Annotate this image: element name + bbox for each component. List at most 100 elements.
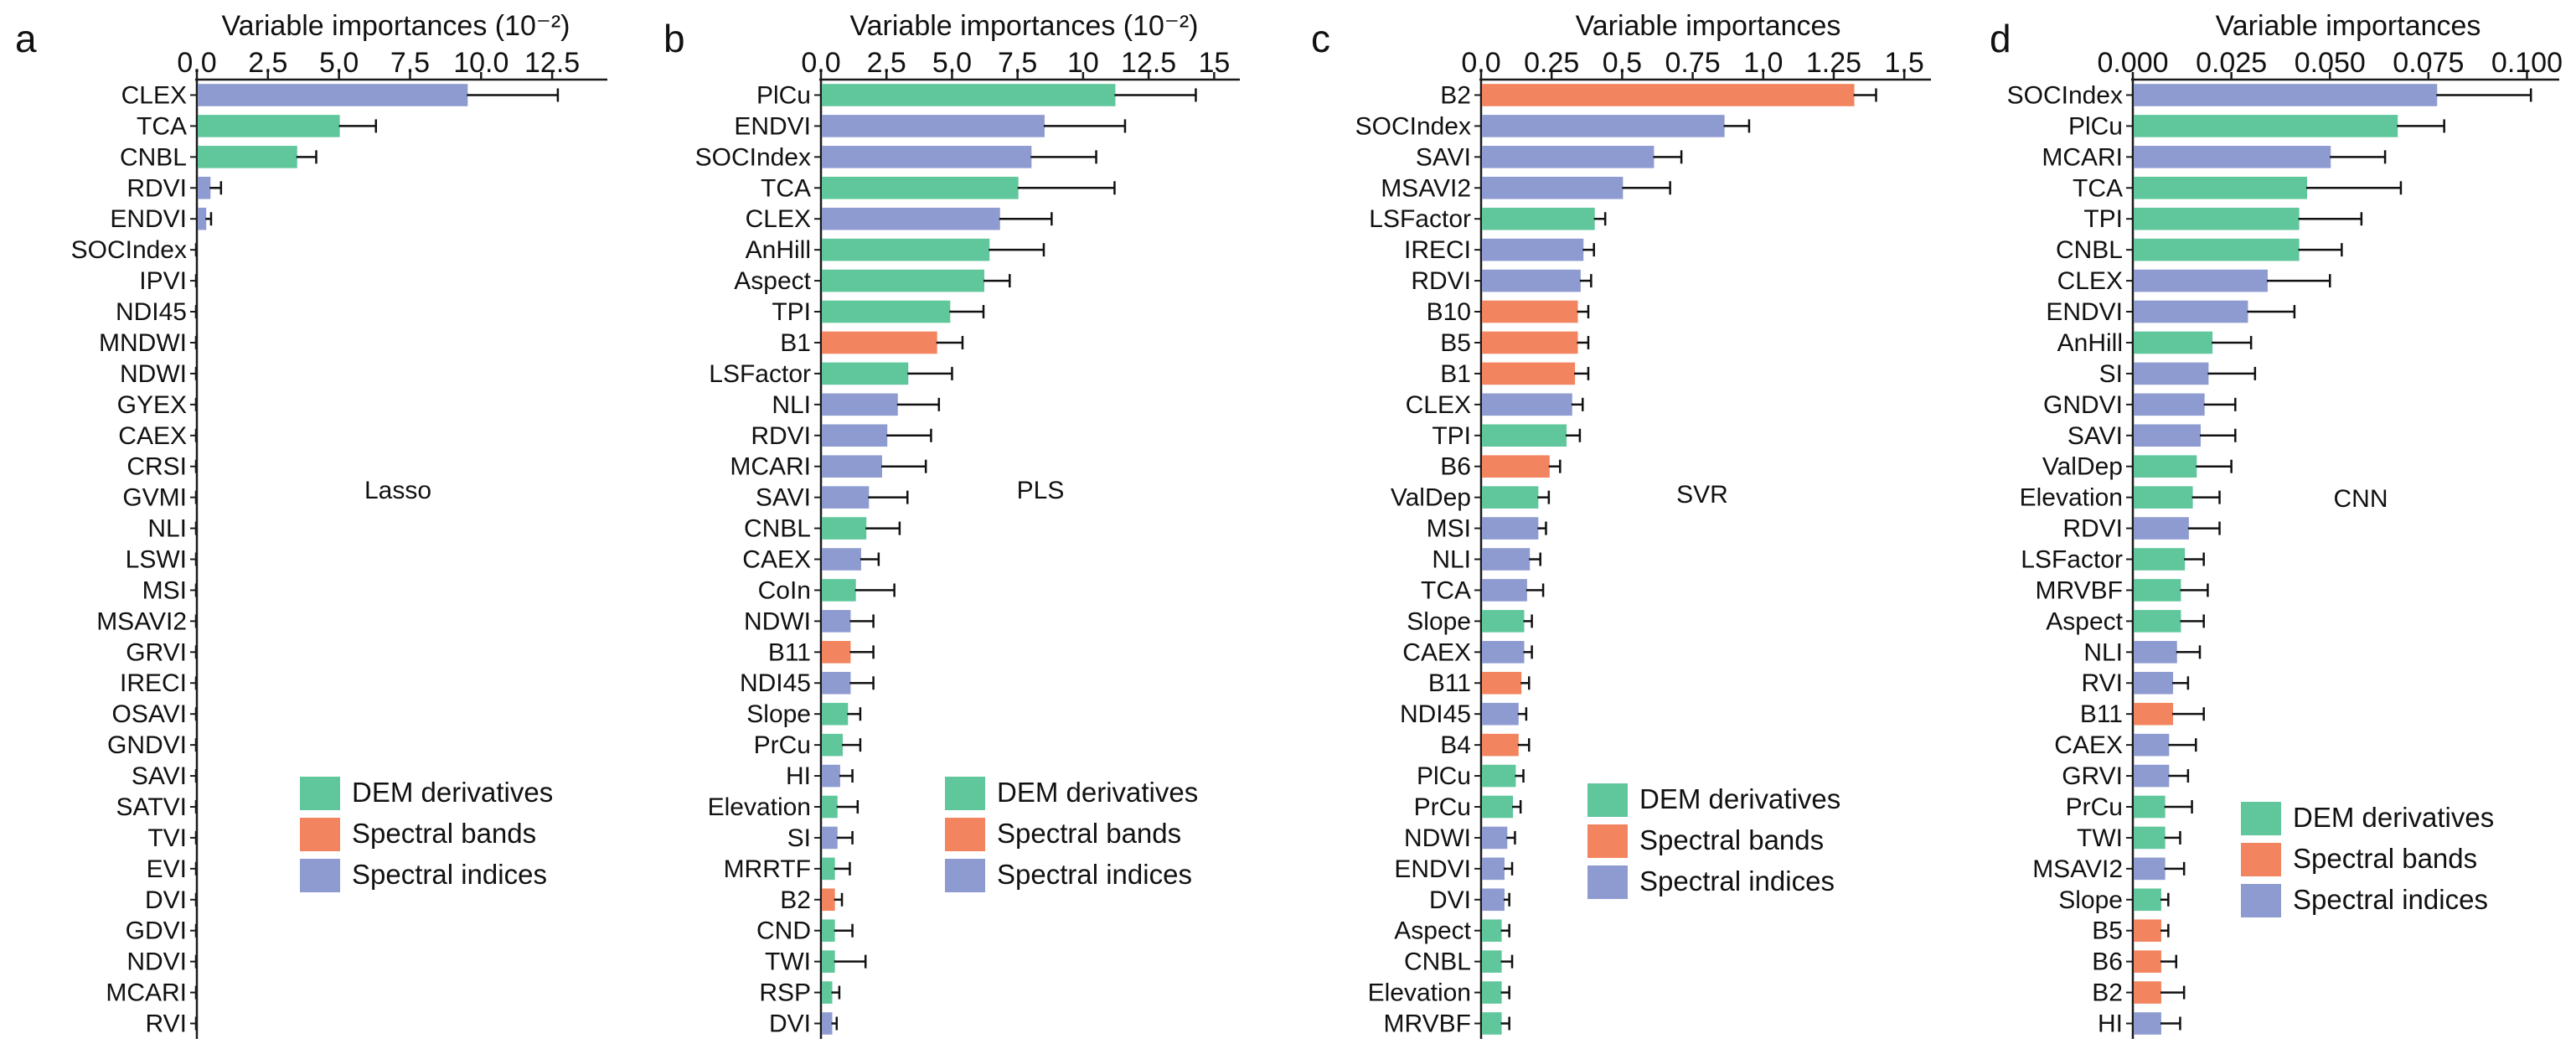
bar	[2134, 826, 2166, 850]
category-label: TPI	[772, 298, 811, 326]
category-label: MCARI	[730, 453, 811, 481]
x-tick-label: 0.100	[2491, 47, 2563, 79]
category-label: Elevation	[1368, 979, 1471, 1007]
model-label: PLS	[1017, 477, 1065, 504]
bar	[1482, 981, 1502, 1004]
category-label: MSI	[142, 576, 187, 604]
panel-d: d Variable importances 0.000 0.025 0.050 0.07…	[1990, 10, 2563, 1039]
category-label: GYEX	[117, 391, 187, 419]
category-label: RDVI	[2062, 515, 2123, 543]
bar	[198, 84, 468, 106]
category-label: B1	[780, 329, 811, 357]
category-label: GRVI	[126, 638, 187, 666]
bar	[822, 919, 835, 943]
x-tick-label: 5.0	[932, 47, 972, 79]
bar	[1482, 610, 1525, 633]
x-tick-label: 10.0	[453, 47, 508, 79]
bar	[2134, 176, 2308, 199]
category-label: CAEX	[2054, 731, 2123, 759]
category-label: SOCIndex	[695, 143, 811, 171]
category-label: GVMI	[122, 484, 187, 512]
category-label: PrCu	[2066, 793, 2123, 821]
category-label: B11	[2080, 700, 2123, 728]
legend-label: Spectral indices	[352, 859, 547, 890]
category-label: Elevation	[708, 793, 811, 821]
category-label: SAVI	[132, 762, 187, 790]
legend-swatch	[1587, 824, 1628, 858]
category-label: EVI	[147, 855, 187, 883]
category-label: SI	[787, 824, 811, 852]
category-label: TWI	[765, 948, 811, 976]
bar	[822, 826, 838, 850]
category-label: B1	[1440, 360, 1471, 388]
category-label: CNBL	[1404, 948, 1471, 976]
bar	[822, 981, 833, 1004]
x-tick-label: 2.5	[867, 47, 906, 79]
legend-label: Spectral indices	[997, 859, 1192, 890]
bar	[1482, 84, 1855, 106]
category-label: B11	[1428, 669, 1471, 697]
category-label: TCA	[761, 174, 811, 202]
bar	[822, 115, 1045, 137]
category-label: RSP	[759, 979, 811, 1007]
legend-swatch	[2241, 843, 2281, 876]
bar	[2134, 517, 2189, 540]
bar	[822, 146, 1032, 168]
bar	[822, 641, 851, 664]
category-label: SOCIndex	[1355, 112, 1471, 140]
category-label: GNDVI	[107, 731, 187, 759]
category-label: ENDVI	[734, 112, 811, 140]
category-label: NLI	[772, 391, 811, 419]
category-label: MSI	[1427, 515, 1471, 543]
bar	[822, 950, 835, 973]
x-tick-label: 0.000	[2097, 47, 2168, 79]
category-label: CLEX	[746, 205, 811, 233]
bar	[2134, 424, 2201, 447]
category-label: CLEX	[121, 81, 187, 109]
legend-label: Spectral indices	[2293, 884, 2488, 915]
category-label: TCA	[1421, 576, 1471, 604]
category-label: MCARI	[2042, 143, 2123, 171]
category-label: ENDVI	[1394, 855, 1471, 883]
x-axis-title: Variable importances (10⁻²)	[849, 10, 1198, 42]
category-label: NDWI	[1404, 824, 1471, 852]
category-label: TCA	[2073, 174, 2123, 202]
legend: DEM derivatives Spectral bands Spectral in…	[1587, 783, 1840, 899]
bar	[822, 1012, 833, 1035]
category-label: HI	[786, 762, 811, 790]
bar	[822, 548, 861, 571]
bar	[1482, 176, 1624, 199]
category-label: PlCu	[756, 81, 811, 109]
category-label: PlCu	[2068, 112, 2123, 140]
category-label: Aspect	[1394, 917, 1471, 945]
bar	[822, 300, 951, 323]
bar	[1482, 393, 1572, 416]
x-axis-title: Variable importances	[1576, 10, 1841, 42]
bar	[198, 207, 207, 230]
bar	[1482, 146, 1655, 168]
category-label: DVI	[769, 1010, 811, 1038]
legend-label: DEM derivatives	[1639, 783, 1840, 814]
category-label: CNBL	[2056, 236, 2123, 264]
x-tick-label: 1.25	[1806, 47, 1861, 79]
x-tick-label: 0.050	[2295, 47, 2366, 79]
bar	[2134, 610, 2181, 633]
category-label: Aspect	[734, 267, 811, 295]
x-tick-label: 1.0	[1743, 47, 1783, 79]
bar	[822, 610, 851, 633]
legend-label: DEM derivatives	[997, 777, 1198, 808]
bar	[2134, 300, 2248, 323]
bar	[822, 733, 844, 757]
category-label: CNBL	[120, 143, 187, 171]
category-label: B10	[1427, 298, 1471, 326]
bar	[1482, 857, 1505, 881]
x-tick-label: 2.5	[248, 47, 287, 79]
bar	[1482, 702, 1519, 726]
category-label: LSFactor	[709, 360, 811, 388]
category-label: RDVI	[1411, 267, 1471, 295]
bar	[2134, 486, 2193, 509]
bar	[2134, 455, 2197, 478]
category-label: RVI	[146, 1010, 187, 1038]
bar	[1482, 300, 1578, 323]
bar	[1482, 1012, 1502, 1035]
